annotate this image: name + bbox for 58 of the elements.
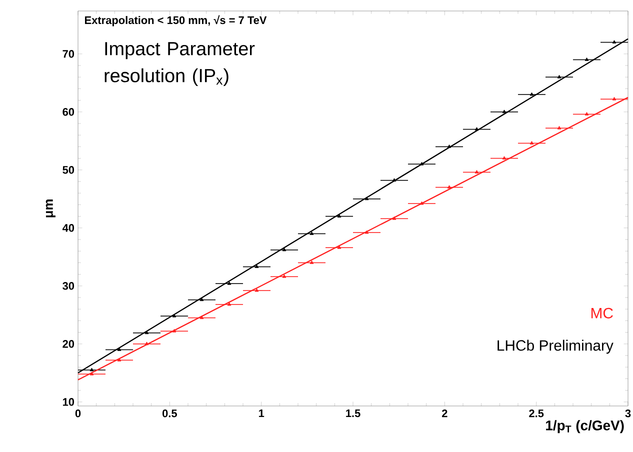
y-tick-label: 30 — [62, 282, 74, 290]
point — [227, 302, 232, 306]
point — [502, 110, 506, 114]
x-tick-label: 1 — [258, 410, 264, 418]
x-tick-label: 0 — [75, 410, 81, 418]
y-tick-label: 50 — [62, 166, 74, 174]
y-tick-label: 10 — [62, 398, 74, 406]
point — [310, 260, 314, 264]
annotation: Impact Parameter resolution (IP$_{x}$) — [104, 42, 255, 86]
point — [392, 178, 396, 182]
point — [254, 264, 259, 268]
x-axis-title: 1/p$_{T}$ (c/GeV) — [546, 420, 624, 434]
y-tick-label: 60 — [62, 108, 74, 116]
text: MC — [591, 308, 613, 318]
point — [364, 196, 369, 200]
point — [474, 170, 479, 174]
point — [584, 58, 589, 61]
text: LHCb Preliminary — [498, 340, 614, 354]
point — [117, 348, 122, 351]
point — [612, 40, 616, 44]
point — [90, 368, 94, 372]
point — [227, 281, 232, 285]
point — [254, 288, 259, 292]
point — [144, 330, 149, 334]
point — [530, 141, 534, 144]
point — [447, 144, 452, 148]
point — [447, 185, 452, 189]
point — [144, 342, 149, 346]
point — [337, 214, 342, 218]
point — [364, 230, 369, 234]
x-tick-label: 3 — [625, 410, 631, 418]
point — [557, 74, 562, 78]
annotation: Extrapolation < 150 mm, √s = 7 TeV — [85, 15, 267, 26]
point — [584, 112, 589, 116]
point — [420, 201, 424, 205]
x-tick-label: 1.5 — [346, 410, 360, 418]
point — [282, 274, 286, 278]
point — [502, 156, 506, 160]
point — [282, 248, 286, 252]
point — [474, 127, 479, 131]
point — [117, 358, 122, 362]
point — [612, 96, 616, 100]
y-tick-label: 40 — [62, 224, 74, 232]
x-tick-label: 2.5 — [529, 410, 544, 418]
point — [172, 328, 176, 332]
point — [310, 232, 314, 235]
y-tick-label: 70 — [62, 50, 74, 58]
x-tick-label: 2 — [442, 410, 448, 418]
y-tick-label: 20 — [62, 340, 74, 348]
point — [530, 92, 534, 96]
point — [200, 298, 204, 302]
point — [200, 316, 204, 320]
point — [90, 372, 94, 376]
point — [557, 126, 562, 130]
y-axis-title: μm — [46, 200, 56, 218]
point — [392, 216, 396, 220]
point — [172, 314, 176, 318]
x-tick-label: 0.5 — [162, 410, 177, 418]
